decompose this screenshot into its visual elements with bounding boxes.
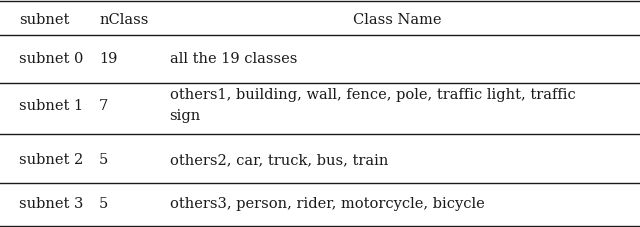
Text: 5: 5 [99, 153, 108, 167]
Text: 19: 19 [99, 52, 118, 66]
Text: others1, building, wall, fence, pole, traffic light, traffic
sign: others1, building, wall, fence, pole, tr… [170, 88, 575, 123]
Text: subnet 2: subnet 2 [19, 153, 83, 167]
Text: nClass: nClass [99, 13, 148, 27]
Text: subnet 1: subnet 1 [19, 99, 83, 113]
Text: 7: 7 [99, 99, 108, 113]
Text: 5: 5 [99, 197, 108, 211]
Text: others2, car, truck, bus, train: others2, car, truck, bus, train [170, 153, 388, 167]
Text: all the 19 classes: all the 19 classes [170, 52, 297, 66]
Text: subnet 0: subnet 0 [19, 52, 84, 66]
Text: subnet: subnet [19, 13, 70, 27]
Text: subnet 3: subnet 3 [19, 197, 84, 211]
Text: Class Name: Class Name [353, 13, 441, 27]
Text: others3, person, rider, motorcycle, bicycle: others3, person, rider, motorcycle, bicy… [170, 197, 484, 211]
